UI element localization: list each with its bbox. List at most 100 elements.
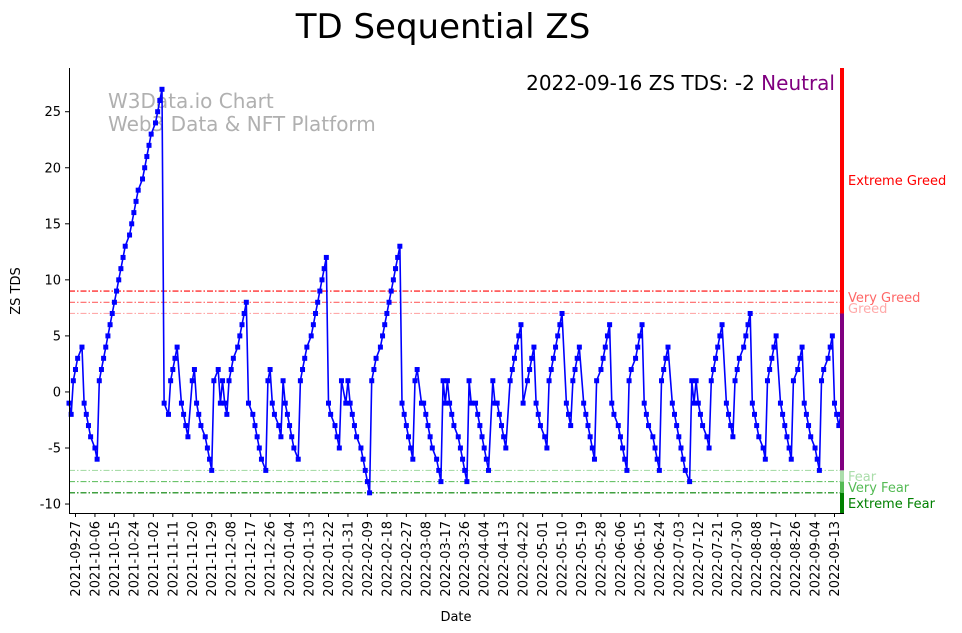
data-point	[460, 456, 466, 462]
x-tick-label: 2022-06-15	[633, 521, 648, 597]
data-point	[360, 456, 366, 462]
data-point	[148, 131, 154, 137]
data-point	[773, 333, 779, 339]
data-point	[393, 266, 399, 272]
data-point	[498, 423, 504, 429]
y-axis-label: ZS TDS	[9, 267, 24, 315]
x-tick-label: 2022-04-04	[478, 521, 493, 597]
data-point	[680, 456, 686, 462]
data-point	[319, 277, 325, 283]
data-point	[682, 467, 688, 473]
data-point	[736, 355, 742, 361]
x-tick-label: 2022-07-12	[692, 521, 707, 597]
data-point	[771, 344, 777, 350]
data-point	[427, 434, 433, 440]
data-point	[254, 434, 260, 440]
data-point	[211, 378, 217, 384]
data-point	[75, 355, 81, 361]
data-point	[674, 423, 680, 429]
data-point	[373, 355, 379, 361]
data-point	[537, 423, 543, 429]
x-tick-label: 2022-01-31	[342, 521, 357, 597]
data-point	[237, 333, 243, 339]
data-point	[196, 411, 202, 417]
data-point	[388, 288, 394, 294]
data-point	[639, 322, 645, 328]
data-point	[172, 355, 178, 361]
reference-label: Fear	[848, 470, 877, 485]
data-point	[235, 344, 241, 350]
data-point	[834, 411, 840, 417]
data-point	[529, 355, 535, 361]
data-point	[615, 423, 621, 429]
data-point	[228, 367, 234, 373]
data-point	[421, 400, 427, 406]
watermark: W3Data.io Chart Web3 Data & NFT Platform	[108, 89, 376, 136]
x-tick-label: 2022-09-13	[828, 521, 843, 597]
data-point	[481, 445, 487, 451]
reference-lines	[69, 290, 841, 494]
data-point	[72, 367, 78, 373]
data-point	[466, 378, 472, 384]
y-tick-label: 20	[44, 161, 61, 176]
data-point	[713, 355, 719, 361]
data-point	[652, 445, 658, 451]
data-point	[380, 333, 386, 339]
data-point	[185, 434, 191, 440]
reference-label: Greed	[848, 302, 887, 317]
data-point	[462, 467, 468, 473]
data-point	[656, 467, 662, 473]
data-point	[168, 378, 174, 384]
data-point	[777, 400, 783, 406]
data-point	[607, 322, 613, 328]
x-tick-label: 2022-03-08	[419, 521, 434, 597]
data-point	[245, 400, 251, 406]
data-point	[362, 467, 368, 473]
data-point	[654, 456, 660, 462]
data-point	[669, 400, 675, 406]
data-point	[209, 467, 215, 473]
data-point	[514, 344, 520, 350]
data-point	[367, 490, 373, 496]
data-point	[626, 378, 632, 384]
data-point	[386, 299, 392, 305]
data-point	[732, 378, 738, 384]
y-tick-label: 0	[53, 385, 61, 400]
data-point	[533, 400, 539, 406]
x-tick-label: 2022-03-26	[458, 521, 473, 597]
data-point	[769, 355, 775, 361]
data-point	[784, 434, 790, 440]
data-point	[451, 423, 457, 429]
data-point	[708, 378, 714, 384]
data-point	[98, 367, 104, 373]
data-point	[741, 344, 747, 350]
data-point	[170, 367, 176, 373]
data-point	[81, 400, 87, 406]
x-tick-label: 2021-12-17	[244, 521, 259, 597]
data-point	[706, 445, 712, 451]
data-point	[633, 355, 639, 361]
data-point	[611, 411, 617, 417]
data-point	[821, 367, 827, 373]
data-point	[550, 355, 556, 361]
data-point	[317, 288, 323, 294]
data-point	[477, 423, 483, 429]
data-point	[345, 378, 351, 384]
data-point	[116, 277, 122, 283]
reference-label: Very Greed	[848, 291, 920, 306]
data-point	[226, 378, 232, 384]
data-point	[127, 232, 133, 238]
data-point	[434, 456, 440, 462]
data-point	[207, 456, 213, 462]
x-tick-label: 2021-10-15	[108, 521, 123, 597]
data-point	[230, 355, 236, 361]
data-point	[566, 411, 572, 417]
data-point	[109, 310, 115, 316]
data-point	[693, 378, 699, 384]
data-point	[414, 367, 420, 373]
data-point	[483, 456, 489, 462]
data-point	[354, 434, 360, 440]
reference-label: Extreme Fear	[848, 497, 936, 512]
data-point	[620, 445, 626, 451]
data-point	[120, 254, 126, 260]
